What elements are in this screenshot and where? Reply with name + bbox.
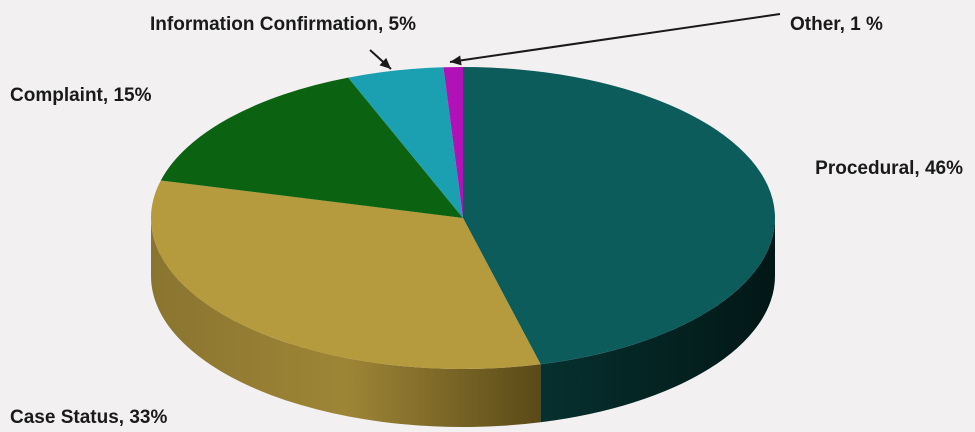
pie-slice-other [443,67,463,218]
label-leader-lines [369,13,781,70]
pie-slice-information-confirmation [348,67,463,218]
pie-top-faces [150,67,775,369]
leader-information-confirmation [369,49,392,70]
pie-side-walls [151,218,775,427]
pie-slice-case-status [150,180,541,369]
label-complaint: Complaint, 15% [10,85,152,106]
pie-side-case-status [151,218,541,427]
label-case-status: Case Status, 33% [10,407,167,428]
pie-side-procedural [540,218,775,423]
label-procedural: Procedural, 46% [815,158,963,179]
leader-other [449,13,781,66]
pie-slice-procedural [463,67,775,365]
slice-labels: Procedural, 46% Case Status, 33% Complaint… [10,14,963,428]
label-other: Other, 1 % [790,14,883,35]
label-information-confirmation: Information Confirmation, 5% [150,14,416,35]
pie-slice-complaint [160,77,463,218]
